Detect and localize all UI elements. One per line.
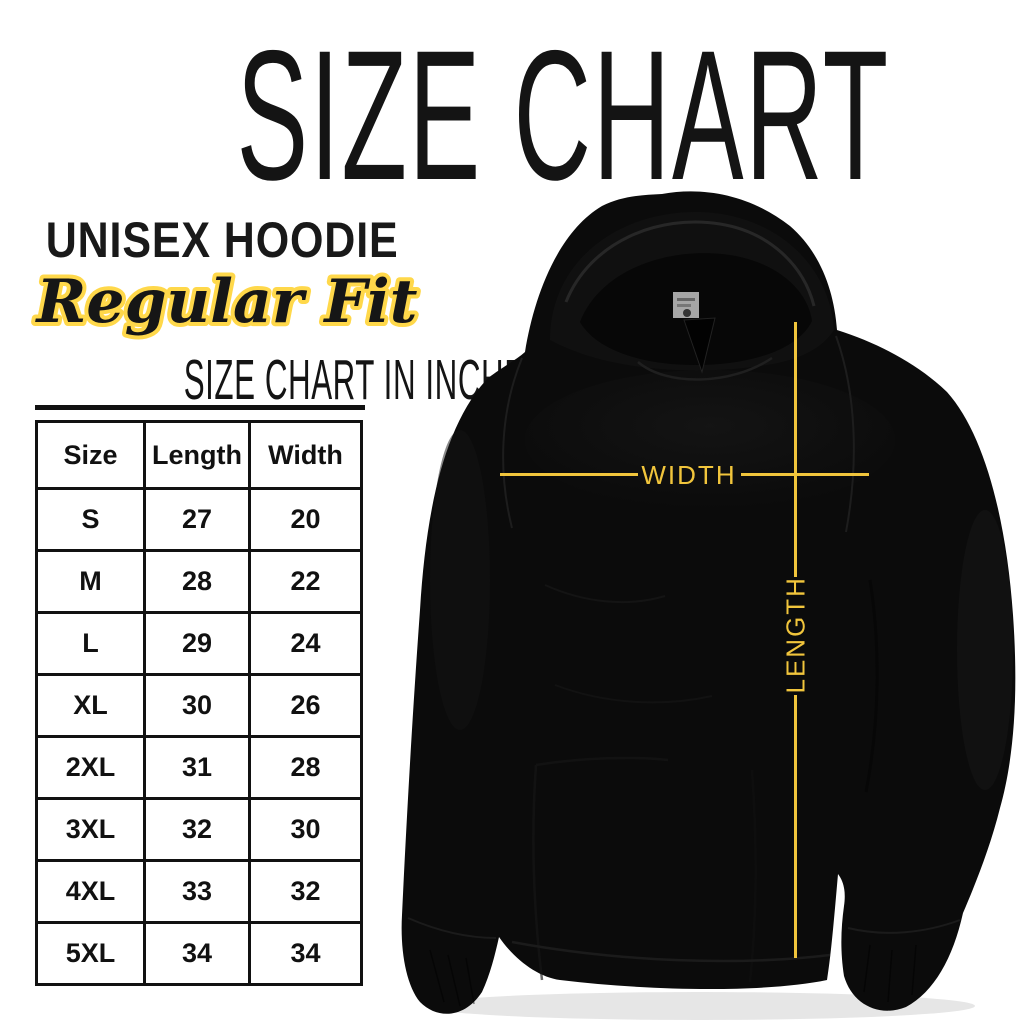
kangaroo-pocket [532, 756, 757, 983]
width-label: WIDTH [641, 460, 737, 490]
size-cell: 3XL [35, 797, 146, 862]
col-header-length: Length [143, 420, 251, 490]
neck-tag-text-line [677, 298, 695, 301]
hoodie-illustration [401, 191, 1016, 1020]
table-row: 3XL 32 30 [35, 797, 363, 862]
size-cell: 5XL [35, 921, 146, 986]
width-cell: 26 [248, 673, 363, 738]
size-cell: 4XL [35, 859, 146, 924]
width-cell: 24 [248, 611, 363, 676]
table-row: S 27 20 [35, 487, 363, 552]
heading-underline [35, 405, 365, 410]
wrinkle [544, 584, 666, 604]
fit-label-graphic: Regular Fit [31, 263, 422, 341]
table-row: 5XL 34 34 [35, 921, 363, 986]
sleeve-highlight [957, 510, 1013, 790]
col-header-size: Size [35, 420, 146, 490]
width-line-right [741, 473, 869, 476]
cuff-ribs [429, 944, 917, 1007]
length-line-bottom [794, 695, 797, 958]
table-row: L 29 24 [35, 611, 363, 676]
width-cell: 28 [248, 735, 363, 800]
sleeve-crease [864, 579, 879, 793]
sleeve-highlight-left [430, 430, 490, 730]
length-cell: 33 [143, 859, 251, 924]
length-label: LENGTH [780, 576, 811, 694]
length-cell: 32 [143, 797, 251, 862]
fit-label: Regular Fit [35, 267, 418, 337]
table-heading-wrap: SIZE CHART IN INCHES [35, 352, 547, 409]
table-row: M 28 22 [35, 549, 363, 614]
hood-rim-highlight [564, 220, 816, 307]
size-cell: L [35, 611, 146, 676]
table-row: 4XL 33 32 [35, 859, 363, 924]
length-cell: 29 [143, 611, 251, 676]
neck-v-shadow [683, 317, 716, 374]
page-title: SIZE CHART [236, 13, 890, 219]
neckline-seam [637, 356, 773, 381]
width-cell: 32 [248, 859, 363, 924]
page-title-wrap: SIZE CHART [0, 24, 1024, 209]
hem-seam [511, 940, 831, 963]
size-cell: 2XL [35, 735, 146, 800]
floor-shadow [425, 992, 975, 1020]
length-cell: 31 [143, 735, 251, 800]
table-header-row: Size Length Width [35, 420, 363, 490]
width-cell: 34 [248, 921, 363, 986]
size-cell: M [35, 549, 146, 614]
size-table: Size Length Width S 27 20 M 28 22 L 29 2… [35, 420, 363, 986]
cuff-seam-right [847, 919, 961, 934]
neck-tag-logo [683, 309, 691, 317]
table-row: XL 30 26 [35, 673, 363, 738]
table-row: 2XL 31 28 [35, 735, 363, 800]
length-line-top [794, 322, 797, 577]
neck-tag-text-line [677, 304, 691, 307]
product-name-wrap: UNISEX HOODIE [15, 215, 430, 265]
armhole-seam-left [502, 357, 523, 529]
length-cell: 30 [143, 673, 251, 738]
width-line-left [500, 473, 638, 476]
wrinkle [554, 684, 713, 704]
length-cell: 27 [143, 487, 251, 552]
size-cell: XL [35, 673, 146, 738]
armhole-seam-right [835, 335, 855, 533]
width-cell: 30 [248, 797, 363, 862]
cuff-seam-left [407, 917, 497, 939]
hoodie-body [401, 191, 1016, 1014]
width-cell: 20 [248, 487, 363, 552]
length-cell: 34 [143, 921, 251, 986]
col-header-width: Width [248, 420, 363, 490]
product-name: UNISEX HOODIE [46, 212, 399, 268]
width-cell: 22 [248, 549, 363, 614]
size-cell: S [35, 487, 146, 552]
length-cell: 28 [143, 549, 251, 614]
